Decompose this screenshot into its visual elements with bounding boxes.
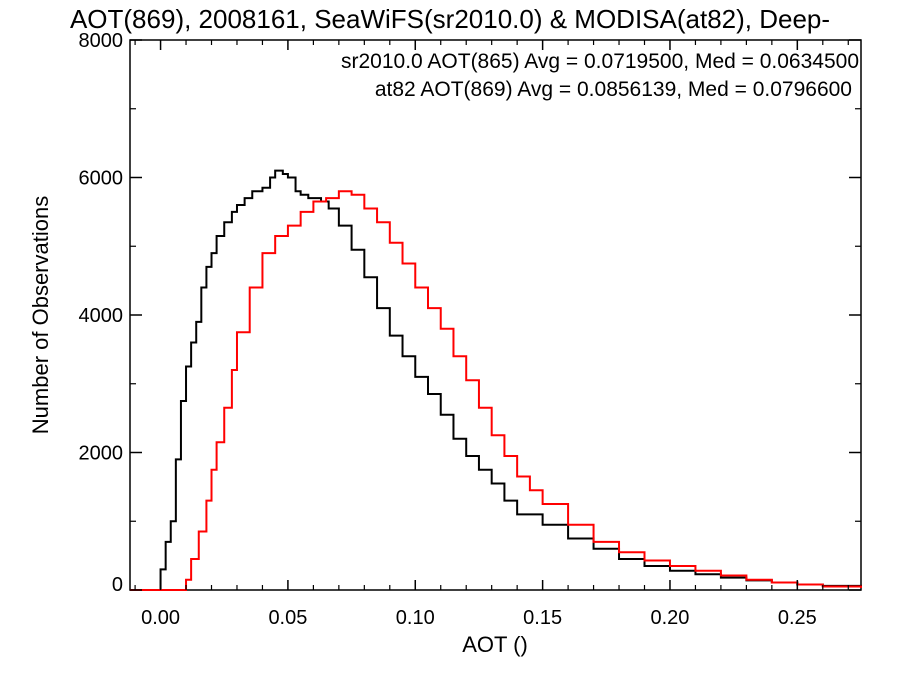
- x-tick-label: 0.15: [523, 607, 562, 629]
- y-tick-label: 0: [112, 574, 123, 596]
- plot-frame: [129, 39, 862, 591]
- legend-entry-at82: at82 AOT(869) Avg = 0.0856139, Med = 0.0…: [375, 78, 852, 101]
- legend-entry-sr2010: sr2010.0 AOT(865) Avg = 0.0719500, Med =…: [341, 50, 859, 73]
- y-tick-label: 6000: [79, 168, 124, 190]
- y-axis-label: Number of Observations: [28, 196, 53, 434]
- axis-layer: 0.00 0.05 0.10 0.15 0.20 0.25 0 2000 4000 6000 800…: [79, 30, 861, 629]
- x-tick-label: 0.20: [651, 607, 690, 629]
- x-tick-label: 0.10: [396, 607, 435, 629]
- chart-title: AOT(869), 2008161, SeaWiFS(sr2010.0) & M…: [70, 4, 830, 34]
- x-tick-label: 0.25: [778, 607, 817, 629]
- legend: sr2010.0 AOT(865) Avg = 0.0719500, Med =…: [341, 50, 859, 101]
- y-tick-label: 4000: [79, 305, 124, 327]
- y-tick-label: 2000: [79, 443, 124, 465]
- y-tick-label: 8000: [79, 30, 124, 52]
- x-tick-label: 0.05: [268, 607, 307, 629]
- x-axis-label: AOT (): [462, 632, 528, 657]
- series-sr2010-line: [130, 169, 862, 591]
- series-at82-line: [130, 190, 862, 591]
- series-layer: [130, 169, 862, 591]
- x-tick-label: 0.00: [141, 607, 180, 629]
